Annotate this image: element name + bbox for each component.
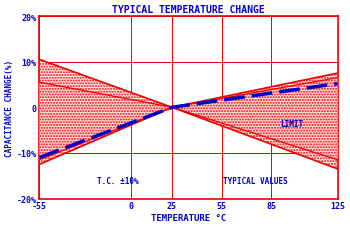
X-axis label: TEMPERATURE °C: TEMPERATURE °C bbox=[151, 213, 226, 222]
Text: LIMIT: LIMIT bbox=[280, 119, 303, 128]
Text: TYPICAL VALUES: TYPICAL VALUES bbox=[223, 176, 288, 185]
Title: TYPICAL TEMPERATURE CHANGE: TYPICAL TEMPERATURE CHANGE bbox=[112, 5, 265, 15]
Text: T.C. ±10%: T.C. ±10% bbox=[97, 176, 139, 185]
Y-axis label: CAPACITANCE CHANGE(%): CAPACITANCE CHANGE(%) bbox=[5, 59, 14, 156]
